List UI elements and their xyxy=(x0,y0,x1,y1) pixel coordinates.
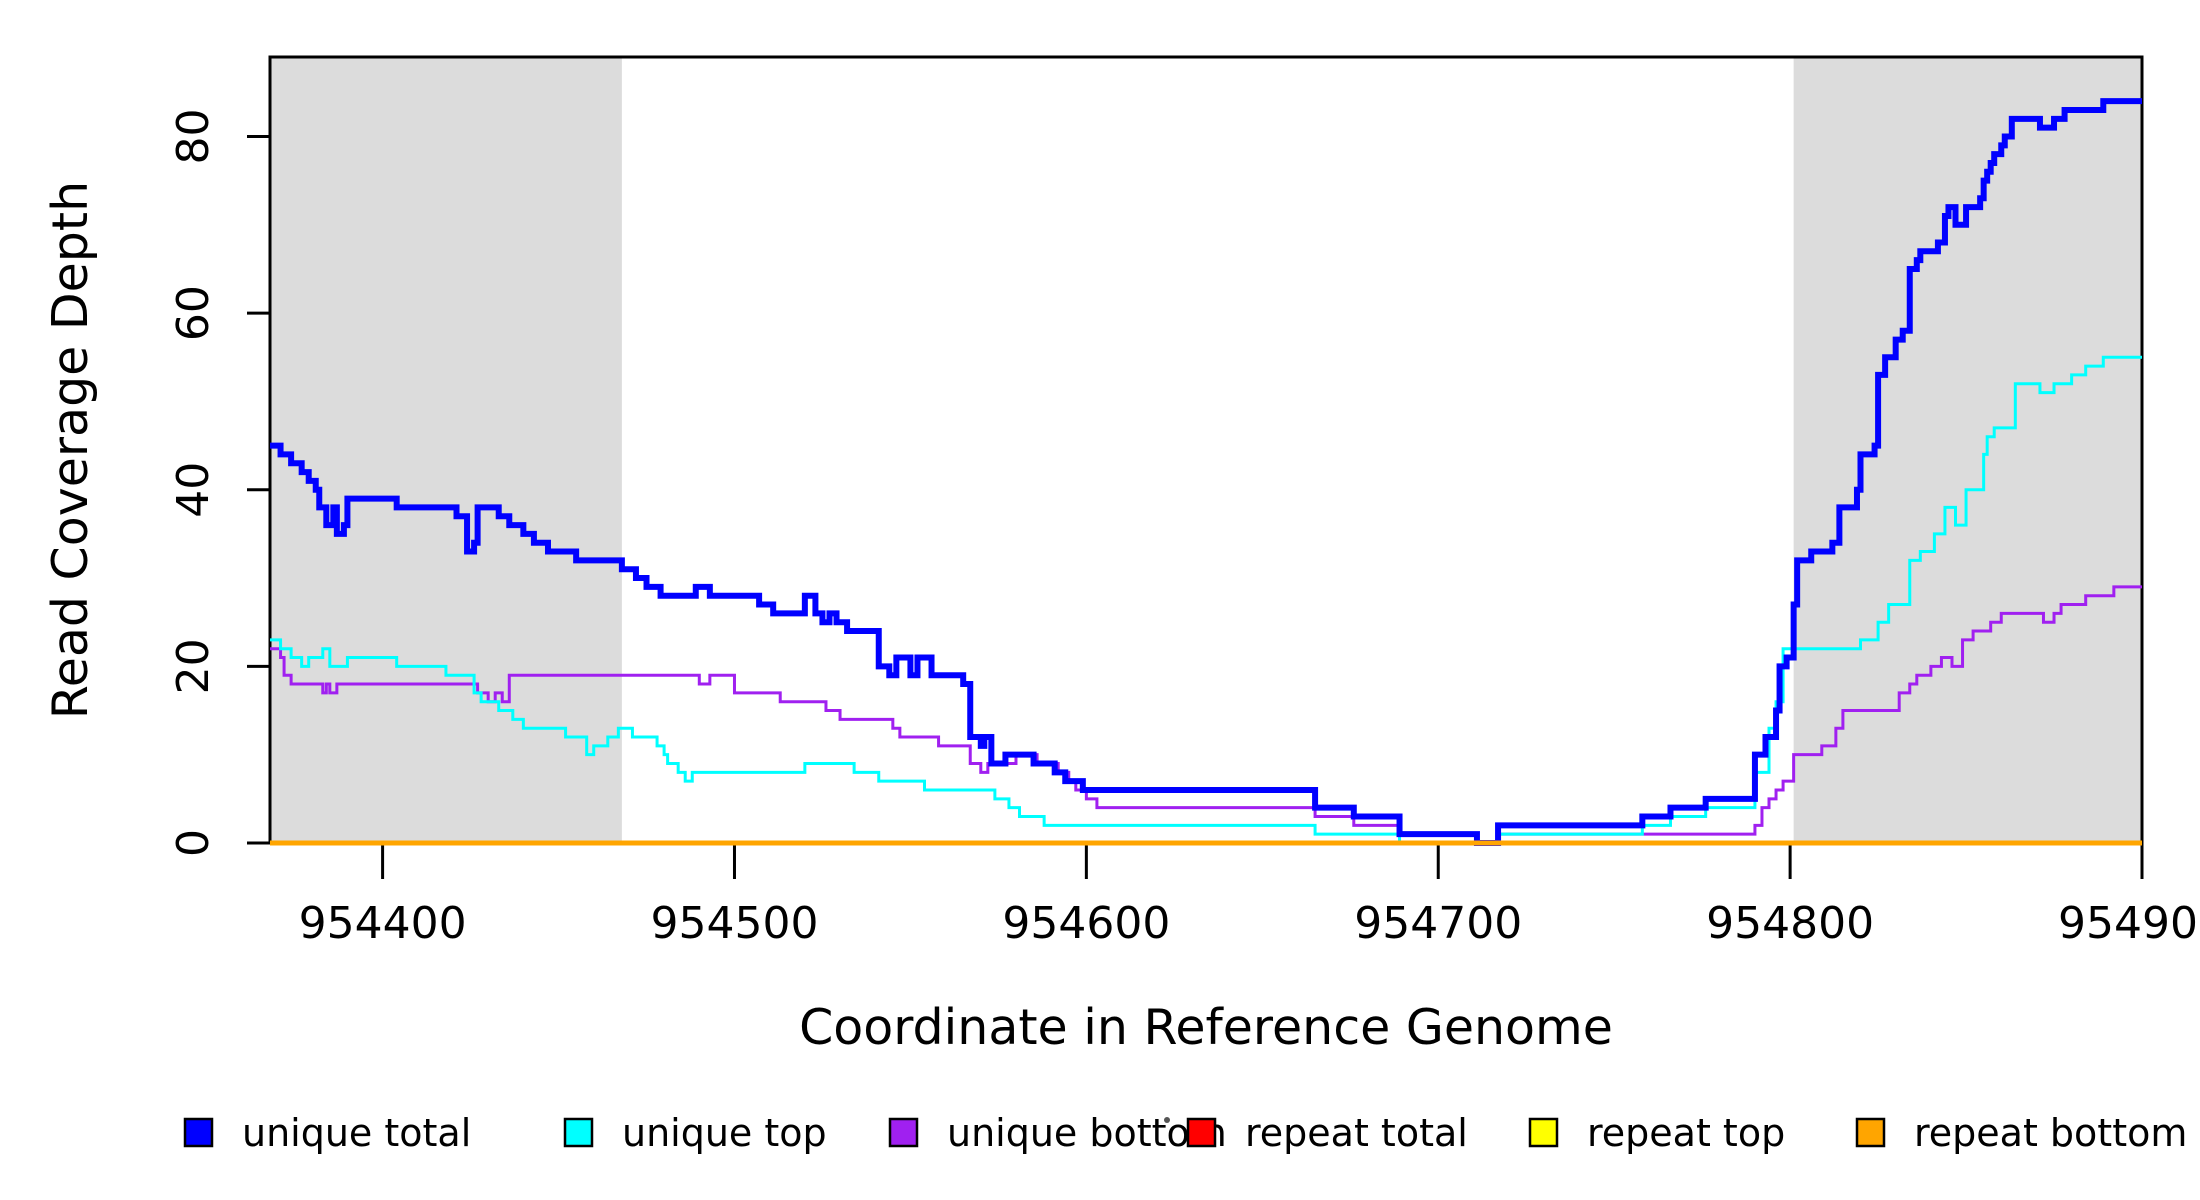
legend-label: unique bottom xyxy=(947,1111,1227,1155)
x-tick-label: 954700 xyxy=(1354,898,1522,949)
legend: unique total unique top unique bottom repea… xyxy=(183,1111,2187,1155)
axes-ticks: 0 20 40 60 80 954400 954500 954600 954700 954800 9… xyxy=(168,108,2200,949)
data-series xyxy=(270,98,2142,846)
x-tick-label: 954500 xyxy=(650,898,818,949)
shaded-regions xyxy=(270,57,2142,843)
legend-swatch xyxy=(1855,1117,1886,1148)
legend-item-repeat-bottom: repeat bottom xyxy=(1855,1111,2187,1155)
x-axis-title: Coordinate in Reference Genome xyxy=(799,999,1613,1056)
legend-item-repeat-total: repeat total xyxy=(1186,1111,1468,1155)
legend-label: repeat top xyxy=(1587,1111,1785,1155)
legend-item-unique-top: unique top xyxy=(563,1111,827,1155)
legend-item-repeat-top: repeat top xyxy=(1528,1111,1785,1155)
x-tick-label: 954400 xyxy=(299,898,467,949)
y-tick-label: 40 xyxy=(168,462,219,518)
y-tick-label: 80 xyxy=(168,108,219,164)
legend-label: repeat total xyxy=(1245,1111,1468,1155)
y-tick-label: 20 xyxy=(168,638,219,694)
legend-item-unique-total: unique total xyxy=(183,1111,471,1155)
legend-swatch xyxy=(563,1117,594,1148)
x-tick-label: 954600 xyxy=(1002,898,1170,949)
x-tick-label: 954800 xyxy=(1706,898,1874,949)
series-unique-bottom xyxy=(270,585,2142,845)
x-tick-label: 954900 xyxy=(2058,898,2200,949)
shaded-region xyxy=(1793,57,2142,843)
y-tick-label: 0 xyxy=(168,829,219,857)
series-unique-top xyxy=(270,355,2142,845)
legend-label: unique total xyxy=(242,1111,471,1155)
series-unique-total xyxy=(270,98,2142,846)
legend-swatch xyxy=(888,1117,919,1148)
legend-item-unique-bottom: unique bottom xyxy=(888,1111,1227,1155)
y-tick-label: 60 xyxy=(168,285,219,341)
shaded-region xyxy=(270,57,622,843)
legend-swatch xyxy=(1528,1117,1559,1148)
y-axis-title: Read Coverage Depth xyxy=(42,181,99,719)
legend-label: unique top xyxy=(622,1111,827,1155)
legend-swatch xyxy=(183,1117,214,1148)
artifact-dot xyxy=(1164,1117,1170,1123)
legend-label: repeat bottom xyxy=(1914,1111,2187,1155)
legend-swatch xyxy=(1186,1117,1217,1148)
